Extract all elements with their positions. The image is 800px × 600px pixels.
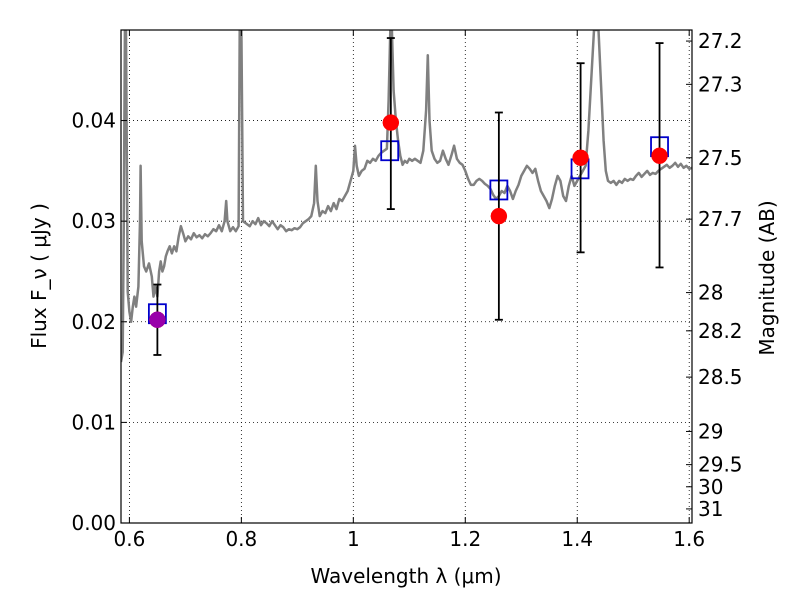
observed-flux-point (651, 147, 668, 165)
plot-frame (120, 29, 693, 524)
y-tick-label: 0.03 (71, 209, 116, 233)
x-axis-label: Wavelength λ (μm) (310, 564, 501, 588)
x-tick-label: 1.2 (449, 527, 481, 551)
right-tick-label: 28.5 (698, 365, 743, 389)
x-tick-label: 1.4 (561, 527, 593, 551)
right-tick-label: 28 (698, 281, 723, 305)
x-tick-label: 0.6 (113, 527, 145, 551)
right-axis-label: Magnitude (AB) (755, 200, 779, 355)
y-tick-label: 0.01 (71, 410, 116, 434)
spectrum-line (121, 30, 692, 363)
x-tick-label: 1.6 (673, 527, 705, 551)
right-tick-label: 31 (698, 497, 723, 521)
observed-flux-point (382, 114, 400, 131)
right-tick-label: 29 (698, 419, 723, 443)
x-tick-label: 1 (347, 527, 360, 551)
right-tick-label: 27.7 (698, 207, 743, 231)
y-tick-label: 0.02 (71, 310, 116, 334)
y-axis-label: Flux F_ν ( μJy ) (27, 203, 51, 349)
right-tick-label: 27.2 (698, 29, 743, 53)
y-tick-label: 0.00 (71, 511, 116, 535)
series-layer (121, 30, 692, 363)
model-square-marker (380, 140, 400, 162)
observed-flux-point (149, 311, 166, 329)
y-tick-label: 0.04 (71, 109, 116, 133)
x-tick-label: 0.8 (225, 527, 257, 551)
right-tick-label: 29.5 (698, 453, 743, 477)
right-tick-label: 28.2 (698, 319, 743, 343)
observed-flux-point (572, 149, 589, 167)
right-tick-label: 27.5 (698, 146, 743, 170)
right-tick-label: 30 (698, 475, 723, 499)
ticks: 0.6 0.8 1 1.2 1.4 1.6 0.00 0.01 0.02 0.03 0.04 27.2… (71, 29, 742, 551)
observed-flux-point (490, 207, 508, 225)
right-tick-label: 27.3 (698, 72, 743, 96)
